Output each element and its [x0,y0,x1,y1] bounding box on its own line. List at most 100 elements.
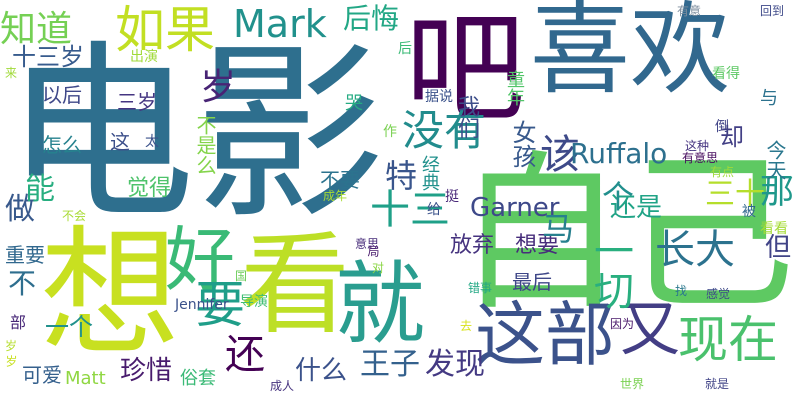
word-cloud-word: 马 [537,212,575,244]
word-cloud-word: 经典 [419,155,440,191]
word-cloud-word: 重要 [5,243,45,267]
word-cloud-word: 现在 [678,311,778,369]
word-cloud-word: 岁 [200,67,237,108]
word-cloud-word: 珍惜 [120,356,173,386]
word-cloud-word: 后悔 [343,2,400,35]
word-cloud-word: 导演 [240,294,268,310]
word-cloud-word: 一个 [45,313,93,341]
word-cloud-word: 还 [225,332,265,378]
word-cloud-word: 这种 [685,139,710,153]
word-cloud-word: 童年 [504,70,525,106]
word-cloud-word: 被 [742,204,756,220]
word-cloud-word: 女孩 [508,120,536,168]
word-cloud-word: Jennifer [175,297,229,313]
word-cloud-word: 成人 [270,379,295,393]
word-cloud-word: 喜欢 [530,0,730,108]
word-cloud-word: 部 [10,313,27,332]
word-cloud-word: 想 [40,213,181,376]
word-cloud-word: 岁 [5,339,18,353]
word-cloud-word: 就 [335,252,425,357]
word-cloud-word: 十三 [370,187,450,233]
word-cloud-word: 如果 [115,1,215,59]
word-cloud-word: 哭 [345,93,363,114]
word-cloud-word: 去 [460,319,473,333]
word-cloud-word: 个 [597,180,635,212]
word-cloud-word: 对 [372,261,385,275]
word-cloud-word: 意思 [355,237,380,251]
word-cloud-word: 发现 [425,347,485,382]
word-cloud-word: 十三岁 [12,43,84,71]
word-cloud-word: 太 [145,134,159,150]
word-cloud-word: 一切 [587,230,633,310]
word-cloud-word: 三十 [705,177,765,212]
word-cloud-word: 国 [235,269,248,283]
word-cloud-word: 要 [195,276,245,334]
word-cloud-word: 自己 [455,136,796,334]
word-cloud-word: Matt [65,368,106,389]
word-cloud-word: 今天 [763,140,787,180]
word-cloud-word: 就是 [705,377,730,391]
word-cloud-word: 但 [765,233,792,263]
word-cloud-word: 看 [240,221,350,349]
word-cloud-word: Mark [233,2,327,46]
word-cloud-word: Garner [470,193,560,223]
word-cloud-word: 吧 [405,0,525,139]
word-cloud-word: 却 [720,123,744,151]
word-cloud-word: 错事 [468,281,493,295]
word-cloud-word: 做 [5,192,35,227]
word-cloud-word: 没有 [402,106,487,155]
word-cloud-word: 找 [675,284,688,298]
word-cloud-word: 王子 [360,347,420,382]
word-cloud-word: 我们 [454,95,479,139]
word-cloud-word: 不是么 [193,115,217,175]
word-cloud-word: 看得 [712,66,740,82]
word-cloud-word: 因为 [610,317,635,331]
word-cloud-word: 不会 [62,209,87,223]
word-cloud-word: 俗套 [180,368,216,389]
word-cloud-word: 有意 [677,4,702,18]
word-cloud-word: 不 [8,267,37,300]
word-cloud-word: 觉得 [127,176,172,201]
word-cloud-word: 作 [383,124,397,140]
word-cloud-word: 能 [25,172,55,207]
word-cloud-word: 世界 [620,377,645,391]
word-cloud-word: 感觉 [706,287,731,301]
word-cloud-word: 岁 [4,355,18,367]
word-cloud-word: 与 [760,88,778,109]
word-cloud-word: 看看 [760,221,788,237]
word-cloud-word: 可爱 [22,363,62,387]
word-cloud-word: 回到 [760,4,785,18]
word-cloud-word: 想要 [515,233,560,258]
word-cloud-word: 怎么 [42,133,82,157]
word-cloud-word: 又 [620,295,680,365]
word-cloud-word: 这 [110,130,130,154]
word-cloud-word: 这部 [475,294,615,376]
word-cloud-word: 不要 [320,168,360,192]
word-cloud-word: 最后 [512,270,552,294]
word-cloud-word: 放弃 [450,233,495,258]
word-cloud-word: 什么 [295,356,348,386]
word-cloud-word: 还是 [610,193,663,223]
word-cloud-word: 后 [398,41,412,57]
word-cloud-word: 挺 [445,189,459,205]
word-cloud-word: 特 [385,157,418,195]
word-cloud-word: 来 [5,66,18,80]
word-cloud-word: 倒 [715,119,729,135]
word-cloud-word: 成年 [323,189,348,203]
word-cloud-word: 有意思 [682,151,719,165]
word-cloud-word: 该 [540,132,580,178]
word-cloud-word: 三岁 [117,90,157,114]
word-cloud-word: 知道 [0,9,73,50]
word-cloud-word: 出演 [130,49,158,65]
word-cloud-word: 给 [427,202,441,218]
word-cloud-word: 有点 [710,165,735,179]
word-cloud-word: 局 [366,245,380,257]
word-cloud-word: 电影 [5,24,386,245]
word-cloud-word: 长大 [655,227,735,273]
word-cloud-word: 据说 [425,89,453,105]
word-cloud-word: 好 [165,219,235,301]
word-cloud-word: 那 [760,172,794,212]
word-cloud-word: Ruffalo [570,137,668,170]
word-cloud-word: 以后 [42,83,82,107]
